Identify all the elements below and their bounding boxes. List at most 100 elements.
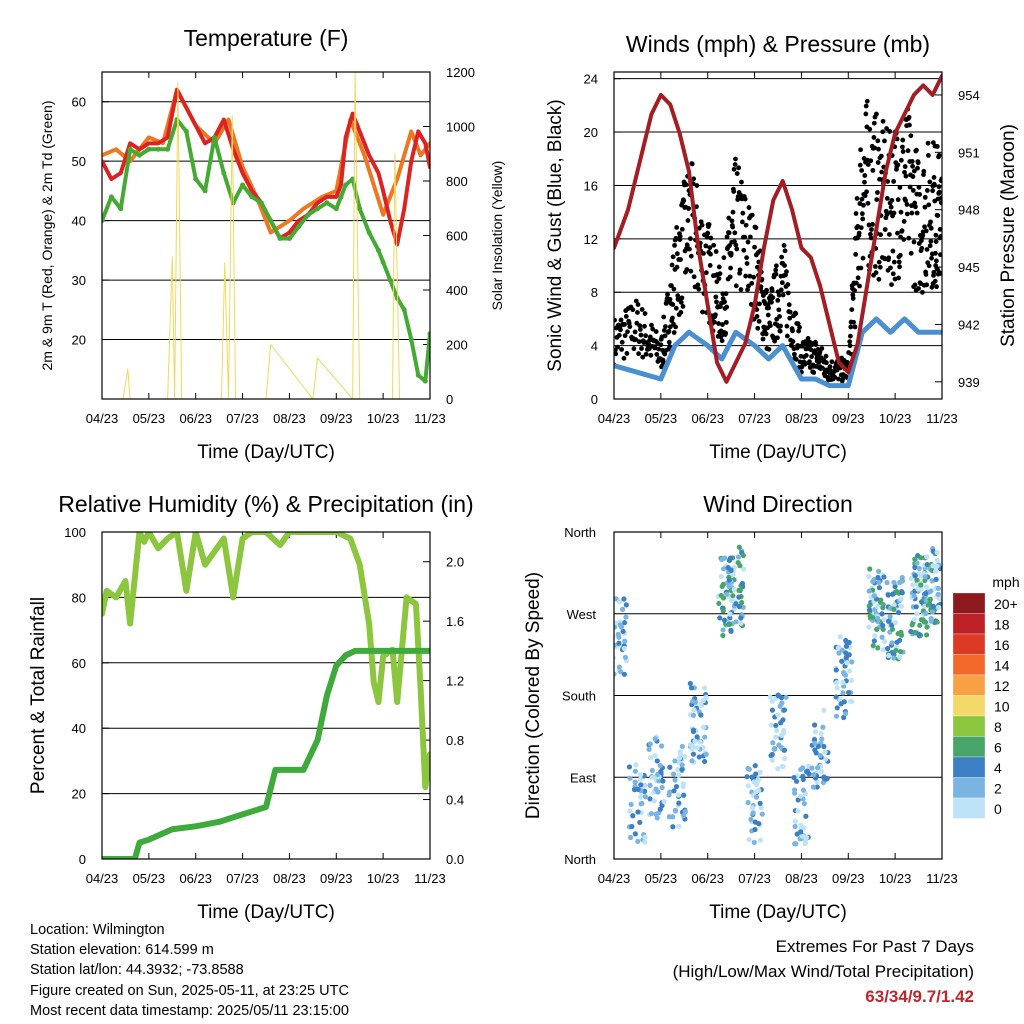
direction-point: [891, 655, 897, 661]
direction-point: [744, 774, 750, 780]
gust-point: [807, 359, 812, 365]
direction-point: [930, 603, 937, 610]
gust-point: [897, 264, 902, 270]
direction-point: [819, 736, 825, 742]
direction-point: [720, 632, 726, 639]
dewpoint-point: [305, 212, 311, 218]
direction-point: [751, 779, 757, 785]
direction-point: [721, 617, 728, 623]
gust-point: [915, 160, 921, 166]
direction-point: [629, 823, 635, 830]
direction-ylabel: Direction (Colored By Speed): [523, 572, 544, 819]
timestamp-text: Most recent data timestamp: 2025/05/11 2…: [30, 1002, 349, 1019]
direction-point: [810, 784, 816, 790]
gust-point: [878, 232, 884, 238]
gust-point: [654, 340, 660, 346]
direction-point: [834, 685, 840, 691]
gust-point: [934, 144, 940, 149]
direction-point: [666, 792, 672, 798]
direction-point: [737, 587, 743, 594]
gust-point: [730, 224, 736, 230]
direction-point: [795, 808, 801, 814]
gust-point: [703, 270, 709, 276]
y-tick-label: 0: [591, 392, 598, 407]
y2-tick-label: 942: [958, 317, 980, 332]
direction-point: [758, 805, 764, 811]
direction-point: [702, 734, 708, 740]
colorbar-swatch: [952, 797, 986, 819]
winds-frame: [613, 71, 943, 400]
gust-point: [938, 233, 942, 239]
direction-point: [672, 777, 678, 783]
gust-point: [666, 328, 672, 334]
direction-point: [927, 596, 933, 602]
gust-point: [753, 225, 759, 231]
gust-point: [916, 286, 921, 291]
direction-point: [781, 707, 787, 713]
series-line: [102, 117, 430, 384]
gust-point: [754, 314, 760, 319]
gust-point: [674, 251, 680, 257]
gust-point: [864, 98, 870, 104]
gust-point: [654, 352, 660, 357]
gust-point: [870, 222, 875, 227]
direction-point: [876, 585, 882, 591]
x-tick-label: 08/23: [785, 871, 818, 886]
gust-point: [887, 129, 893, 134]
gust-point: [733, 283, 739, 289]
gust-point: [933, 232, 939, 238]
gust-point: [619, 339, 625, 345]
gust-point: [770, 295, 776, 300]
direction-point: [912, 629, 918, 636]
gust-point: [853, 211, 859, 216]
direction-point: [696, 754, 702, 760]
winds-xlabel: Time (Day/UTC): [709, 442, 847, 463]
gust-point: [869, 227, 874, 232]
direction-point: [889, 640, 895, 646]
gust-point: [635, 302, 641, 307]
winds-title: Winds (mph) & Pressure (mb): [626, 31, 930, 57]
gust-point: [809, 354, 815, 359]
gust-point: [695, 282, 701, 288]
gust-point: [865, 200, 871, 206]
gust-point: [763, 331, 769, 337]
gust-point: [862, 179, 867, 185]
gust-point: [648, 352, 654, 358]
gust-point: [743, 222, 749, 228]
gust-point: [857, 162, 863, 168]
gust-point: [663, 324, 668, 329]
gust-point: [871, 120, 877, 126]
gust-point: [619, 347, 625, 352]
gust-point: [884, 212, 890, 217]
direction-point: [793, 778, 800, 784]
gust-point: [923, 228, 929, 234]
colorbar-label: 0: [994, 801, 1002, 817]
x-tick-label: 09/23: [832, 871, 865, 886]
gust-point: [784, 269, 789, 275]
direction-point: [817, 752, 823, 759]
direction-point: [689, 758, 695, 764]
dewpoint-point: [357, 206, 363, 212]
direction-point: [682, 808, 688, 815]
y-tick-label: 0: [79, 852, 86, 867]
gust-point: [642, 311, 648, 316]
direction-point: [776, 742, 782, 748]
x-tick-label: 05/23: [133, 411, 166, 426]
gust-point: [928, 225, 934, 231]
gust-point: [667, 296, 673, 302]
direction-point: [700, 698, 706, 704]
direction-point: [771, 746, 777, 752]
dewpoint-point: [343, 182, 349, 188]
direction-point: [622, 638, 628, 644]
gust-point: [760, 336, 766, 342]
gust-point: [796, 328, 802, 334]
gust-point: [850, 296, 856, 301]
direction-point: [620, 628, 626, 634]
x-tick-label: 04/23: [86, 411, 119, 426]
dewpoint-point: [211, 134, 217, 140]
gust-point: [864, 189, 869, 195]
direction-point: [630, 813, 636, 819]
direction-point: [698, 712, 704, 718]
gust-point: [859, 211, 865, 217]
direction-point: [656, 778, 662, 784]
